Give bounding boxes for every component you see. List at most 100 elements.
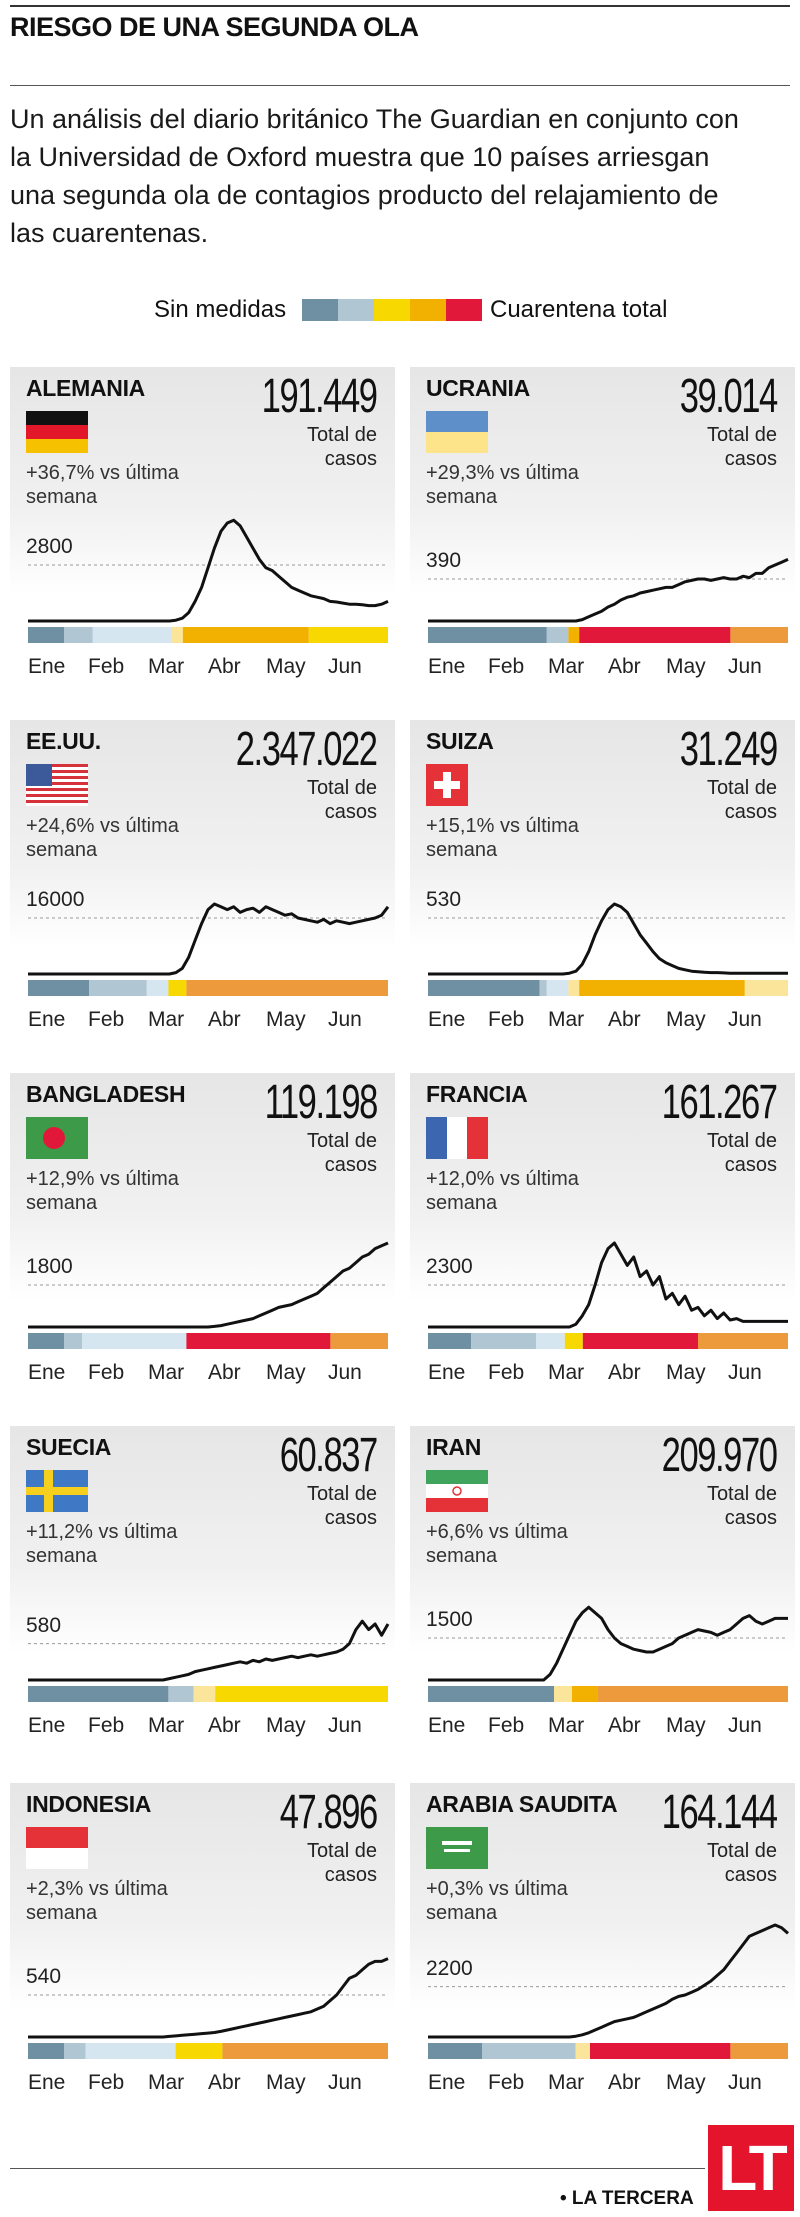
total-cases-label: Total de casos [306,1130,377,1176]
total-cases-label: Total de casos [706,777,777,823]
total-cases: 161.267 [662,1076,778,1129]
month-label: Abr [208,1361,241,1384]
cases-line [428,558,789,623]
month-label: Feb [88,1714,124,1737]
month-label: Feb [88,2071,124,2094]
quarantine-level-segment [579,980,745,996]
total-cases: 2.347.022 [236,723,378,776]
month-label: Feb [488,655,524,678]
month-label: Abr [208,1008,241,1031]
month-label: Jun [328,1008,362,1031]
quarantine-level-segment [546,627,569,643]
reference-value: 1500 [426,1608,473,1631]
month-label: Feb [88,1008,124,1031]
month-label: Feb [88,655,124,678]
total-cases-label: Total de casos [306,777,377,823]
quarantine-level-segment [168,980,187,996]
quarantine-level-segment [64,627,93,643]
legend-swatch-2 [338,299,374,321]
cases-chart: Ene Feb Mar Abr May Jun [428,558,789,678]
country-panel: UCRANIA +29,3% vs última semana 39.014 Tota… [410,367,795,692]
month-label: Mar [148,1714,184,1737]
quarantine-level-segment [730,2043,788,2059]
country-name: IRAN [426,1434,482,1460]
legend-right-label: Cuarentena total [490,296,668,323]
quarantine-level-segment [428,1686,554,1702]
flag-ch-icon [426,764,488,806]
month-label: Mar [548,655,584,678]
cases-line [428,1923,789,2039]
quarantine-level-segment [92,627,172,643]
legend: Sin medidas Cuarentena total [0,295,800,325]
flag-de-icon [26,411,88,453]
cases-line [28,1619,390,1682]
intro-text: Un análisis del diario británico The Gua… [10,104,739,248]
month-label: Jun [328,1714,362,1737]
quarantine-level-segment [215,1686,388,1702]
legend-swatch-1 [302,299,338,321]
weekly-change: +36,7% vs última semana [26,462,179,508]
month-label: Feb [488,1008,524,1031]
cases-chart: Ene Feb Mar Abr May Jun [428,1241,788,1384]
legend-left-label: Sin medidas [154,296,287,323]
cases-line [28,1241,389,1329]
total-cases: 47.896 [279,1786,379,1839]
month-label: Jun [328,1361,362,1384]
flag-ir-icon [426,1470,488,1512]
quarantine-level-segment [172,627,183,643]
source-credit: • LA TERCERA [560,2188,694,2209]
legend-swatch-5 [446,299,482,321]
flag-bd-icon [26,1117,88,1159]
month-label: Feb [488,2071,524,2094]
quarantine-level-segment [590,2043,731,2059]
cases-chart: Ene Feb Mar Abr May Jun [28,1619,390,1737]
country-name: ARABIA SAUDITA [426,1791,618,1817]
month-label: Ene [28,1361,65,1384]
cases-chart: Ene Feb Mar Abr May Jun [28,518,389,678]
month-label: Ene [28,2071,65,2094]
country-name: FRANCIA [426,1081,528,1107]
title-rule [10,85,790,86]
month-label: May [666,1361,706,1384]
quarantine-level-segment [428,980,540,996]
flag-us-icon [26,764,88,806]
country-name: EE.UU. [26,728,101,754]
quarantine-level-segment [546,980,569,996]
weekly-change: +15,1% vs última semana [426,815,579,861]
cases-chart: Ene Feb Mar Abr May Jun [28,1957,389,2094]
total-cases-label: Total de casos [706,1483,777,1529]
cases-line [28,902,390,976]
month-label: Ene [28,1008,65,1031]
flag-sa-icon [426,1827,488,1869]
month-label: Mar [548,2071,584,2094]
month-label: Jun [328,655,362,678]
flag-fr-icon [426,1117,488,1159]
cases-chart: Ene Feb Mar Abr May Jun [428,902,788,1031]
month-label: Feb [88,1361,124,1384]
country-name: SUECIA [26,1434,112,1460]
quarantine-level-segment [222,2043,388,2059]
country-panel: ARABIA SAUDITA +0,3% vs última semana 164.… [410,1783,795,2108]
month-label: Mar [148,2071,184,2094]
cases-chart: Ene Feb Mar Abr May Jun [28,1241,389,1384]
month-label: Mar [148,1361,184,1384]
month-label: May [666,2071,706,2094]
country-panel: SUIZA +15,1% vs última semana 31.249 Total … [410,720,795,1045]
footer-rule [10,2168,705,2169]
weekly-change: +6,6% vs última semana [426,1521,568,1567]
quarantine-level-segment [730,627,788,643]
quarantine-level-segment [89,980,147,996]
flag-ua-icon [426,411,488,453]
page-title: RIESGO DE UNA SEGUNDA OLA [10,12,419,42]
quarantine-level-segment [539,980,547,996]
month-label: Abr [608,1008,641,1031]
quarantine-level-segment [482,2043,576,2059]
reference-value: 580 [26,1613,62,1637]
month-label: Feb [488,1361,524,1384]
reference-value: 2200 [426,1956,473,1980]
cases-chart: Ene Feb Mar Abr May Jun [428,1605,788,1737]
weekly-change: +24,6% vs última semana [26,815,179,861]
weekly-change: +12,9% vs última semana [26,1168,179,1214]
month-label: Abr [208,655,241,678]
month-label: May [266,1361,306,1384]
